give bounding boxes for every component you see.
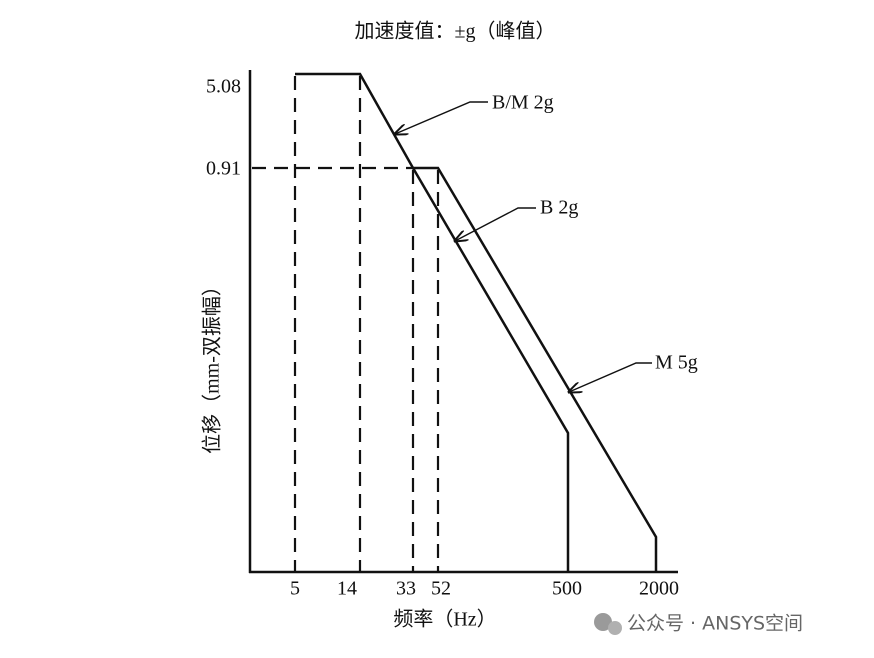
watermark-icon bbox=[594, 613, 622, 635]
x-axis-label: 频率（Hz） bbox=[393, 608, 496, 631]
y-tick-label: 5.08 bbox=[206, 76, 241, 98]
x-tick-label: 33 bbox=[396, 578, 416, 600]
annotation: M 5g bbox=[655, 352, 698, 374]
y-tick-label: 0.91 bbox=[206, 158, 241, 180]
x-tick-label: 500 bbox=[552, 578, 582, 600]
guides bbox=[252, 76, 440, 572]
watermark: 公众号 · ANSYS空间 bbox=[627, 613, 803, 635]
leaders bbox=[395, 101, 652, 392]
x-tick-label: 52 bbox=[431, 578, 451, 600]
x-tick-label: 5 bbox=[290, 578, 300, 600]
annotation: B 2g bbox=[540, 197, 578, 219]
x-tick-label: 14 bbox=[337, 578, 357, 600]
x-tick-label: 2000 bbox=[639, 578, 679, 600]
annotation: B/M 2g bbox=[492, 92, 554, 114]
curves bbox=[295, 72, 658, 572]
y-axis-label: 位移（mm-双振幅） bbox=[201, 276, 224, 454]
title: 加速度值：±g（峰值） bbox=[355, 20, 556, 43]
